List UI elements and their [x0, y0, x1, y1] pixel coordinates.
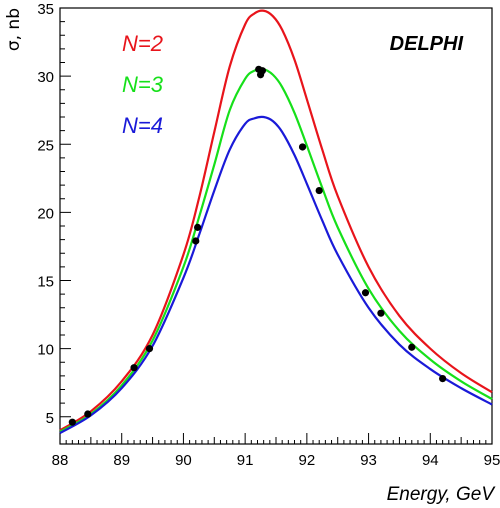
x-axis-ticks: 88 89 90 91 92 93 94 95 [52, 433, 500, 469]
series-line-n4 [59, 115, 493, 435]
legend-entry-n2: N=2 [122, 31, 163, 56]
x-tick-label: 93 [360, 452, 377, 469]
y-tick-label: 15 [37, 274, 54, 291]
y-tick-label: 35 [37, 1, 54, 18]
x-tick-label: 94 [422, 452, 439, 469]
x-axis-label: Energy, GeV [387, 484, 497, 505]
data-point [439, 375, 447, 383]
data-point [130, 364, 138, 372]
experiment-label: DELPHI [390, 33, 464, 55]
series-line-n3 [59, 67, 493, 433]
data-point [315, 186, 323, 195]
data-point [68, 418, 76, 426]
data-point [258, 67, 267, 75]
data-point [194, 223, 202, 231]
data-point [361, 289, 370, 297]
y-tick-label: 10 [37, 342, 54, 359]
data-point [145, 345, 154, 353]
legend: N=2 N=3 N=4 [122, 31, 164, 138]
x-tick-label: 89 [113, 452, 130, 469]
data-point [192, 237, 200, 245]
series-line-n2 [59, 9, 493, 432]
data-point [84, 410, 92, 418]
y-tick-label: 5 [46, 410, 54, 427]
data-point [408, 343, 416, 351]
data-point [377, 309, 385, 317]
y-axis-ticks: 5 10 15 20 25 30 35 [37, 1, 71, 445]
y-tick-label: 20 [37, 205, 54, 222]
x-tick-label: 88 [52, 452, 69, 469]
x-tick-label: 91 [237, 452, 254, 469]
legend-entry-n3: N=3 [122, 72, 164, 97]
x-tick-label: 95 [484, 452, 500, 469]
data-point [298, 143, 307, 151]
data-points [68, 65, 447, 426]
y-tick-label: 30 [37, 69, 54, 86]
x-tick-label: 90 [175, 452, 192, 469]
series-curves [59, 9, 493, 435]
y-axis-label: σ, nb [4, 8, 24, 51]
y-tick-label: 25 [37, 137, 54, 154]
x-tick-label: 92 [299, 452, 316, 469]
legend-entry-n4: N=4 [122, 113, 163, 138]
